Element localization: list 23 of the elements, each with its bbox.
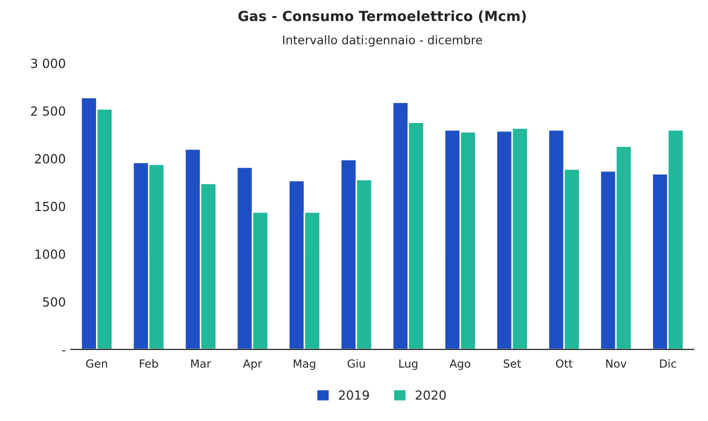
chart-subtitle: Intervallo dati:gennaio - dicembre (283, 35, 482, 47)
x-tick-label: Ago (450, 359, 470, 370)
x-tick-label: Mag (294, 359, 316, 370)
x-tick-label: Set (504, 359, 521, 368)
y-tick-label: 500 (43, 297, 66, 307)
x-tick-label: Feb (140, 359, 158, 368)
y-tick-label: - (62, 350, 66, 352)
x-tick-label: Nov (606, 359, 626, 368)
y-tick-label: 1500 (36, 202, 66, 212)
x-tick-label: Apr (242, 359, 262, 370)
y-tick-label: 1000 (36, 249, 66, 259)
chart-title: Gas - Consumo Termoelettrico (Mcm) (238, 10, 526, 23)
y-tick-label: 2000 (35, 154, 66, 164)
x-tick-label: Giu (348, 359, 365, 368)
x-tick-label: Mar (191, 359, 212, 368)
legend-label: 2019 (338, 390, 369, 400)
x-tick-label: Dic (660, 359, 676, 368)
x-tick-label: Gen (86, 359, 108, 368)
x-tick-label: Lug (399, 359, 418, 370)
y-tick-label: 2 500 (31, 106, 66, 116)
x-tick-label: Ott (556, 359, 573, 368)
y-tick-label: 3 000 (31, 58, 66, 68)
legend-label: 2020 (416, 390, 446, 400)
